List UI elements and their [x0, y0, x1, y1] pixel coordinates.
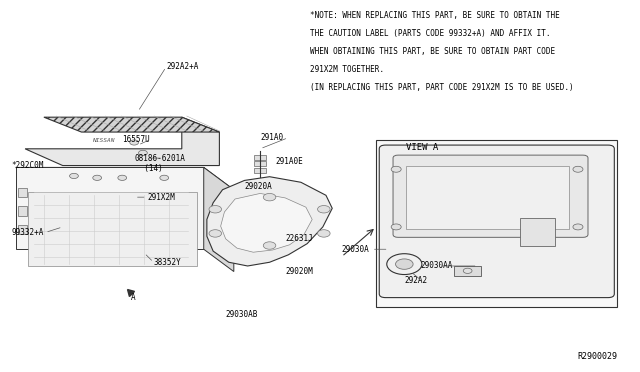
Text: *292C0M: *292C0M	[12, 161, 44, 170]
Polygon shape	[15, 167, 234, 190]
Bar	[376, 140, 618, 307]
Circle shape	[118, 175, 127, 180]
Bar	[17, 188, 27, 197]
Circle shape	[391, 224, 401, 230]
Text: 291A0E: 291A0E	[276, 157, 303, 166]
Bar	[254, 168, 266, 173]
Circle shape	[391, 166, 401, 172]
Circle shape	[209, 205, 221, 213]
Text: 291X2M TOGETHER.: 291X2M TOGETHER.	[310, 65, 384, 74]
Bar	[520, 218, 555, 246]
Polygon shape	[15, 167, 204, 249]
Circle shape	[209, 230, 221, 237]
FancyBboxPatch shape	[380, 145, 614, 298]
Text: 291X2M: 291X2M	[147, 193, 175, 202]
Text: 29030AB: 29030AB	[226, 310, 258, 319]
Circle shape	[263, 193, 276, 201]
Circle shape	[317, 230, 330, 237]
Circle shape	[317, 205, 330, 213]
Text: 29030A: 29030A	[342, 245, 369, 254]
Text: VIEW A: VIEW A	[406, 143, 438, 152]
Circle shape	[70, 173, 78, 179]
Text: *NOTE: WHEN REPLACING THIS PART, BE SURE TO OBTAIN THE: *NOTE: WHEN REPLACING THIS PART, BE SURE…	[310, 11, 560, 20]
Bar	[406, 166, 569, 229]
Bar	[254, 161, 266, 166]
Text: NISSAN: NISSAN	[92, 138, 115, 143]
Text: 08186-6201A: 08186-6201A	[135, 154, 186, 163]
Circle shape	[387, 254, 422, 275]
Text: 99332+A: 99332+A	[12, 228, 44, 237]
Polygon shape	[25, 117, 220, 166]
Text: WHEN OBTAINING THIS PART, BE SURE TO OBTAIN PART CODE: WHEN OBTAINING THIS PART, BE SURE TO OBT…	[310, 47, 556, 56]
Text: THE CAUTION LABEL (PARTS CODE 99332+A) AND AFFIX IT.: THE CAUTION LABEL (PARTS CODE 99332+A) A…	[310, 29, 551, 38]
Text: 16557U: 16557U	[122, 135, 150, 144]
Polygon shape	[44, 117, 220, 132]
Polygon shape	[204, 167, 234, 272]
Text: (14): (14)	[135, 164, 163, 173]
Polygon shape	[207, 177, 332, 266]
Circle shape	[130, 140, 138, 145]
Text: 29020A: 29020A	[244, 182, 272, 190]
Bar	[17, 225, 27, 234]
Bar	[454, 266, 481, 276]
FancyBboxPatch shape	[393, 155, 588, 237]
Text: (IN REPLACING THIS PART, PART CODE 291X2M IS TO BE USED.): (IN REPLACING THIS PART, PART CODE 291X2…	[310, 83, 574, 92]
Text: A: A	[131, 293, 135, 302]
Bar	[17, 206, 27, 216]
Circle shape	[138, 150, 147, 155]
Circle shape	[396, 259, 413, 269]
Circle shape	[463, 268, 472, 273]
Text: 29030AA: 29030AA	[420, 262, 452, 270]
Text: 291A0: 291A0	[260, 133, 284, 142]
Text: 22631J: 22631J	[285, 234, 313, 243]
Text: 38352Y: 38352Y	[154, 258, 181, 267]
Bar	[254, 155, 266, 160]
Text: R2900029: R2900029	[577, 352, 618, 361]
Circle shape	[573, 166, 583, 172]
Polygon shape	[221, 193, 312, 252]
Circle shape	[263, 242, 276, 249]
Circle shape	[160, 175, 168, 180]
Text: 292A2+A: 292A2+A	[166, 62, 198, 71]
Bar	[28, 192, 198, 266]
Circle shape	[93, 175, 102, 180]
Text: 292A2: 292A2	[404, 276, 428, 285]
Text: 29020M: 29020M	[285, 267, 313, 276]
Circle shape	[573, 224, 583, 230]
